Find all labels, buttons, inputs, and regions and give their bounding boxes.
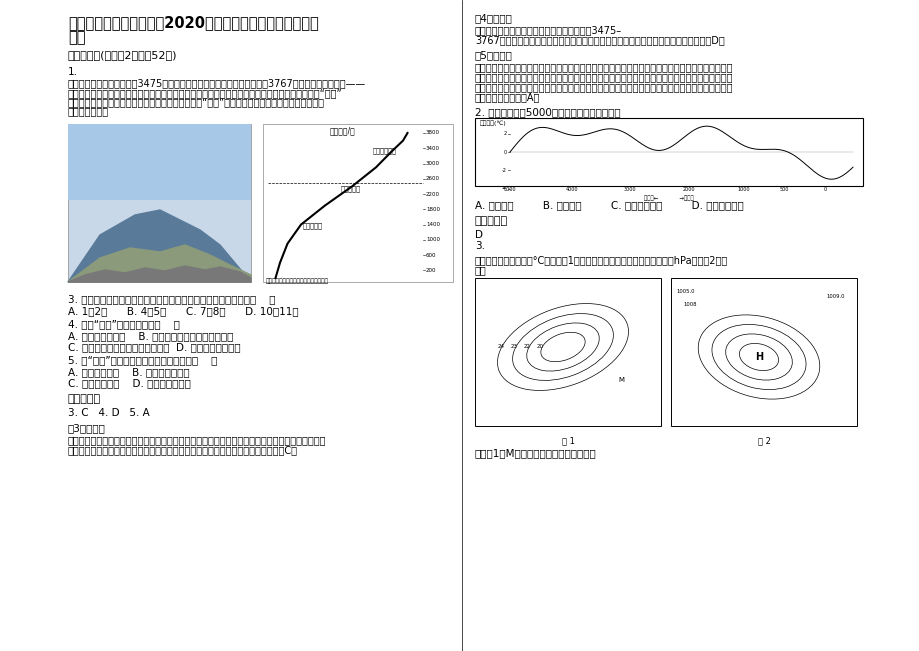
- Text: 3400: 3400: [425, 146, 439, 151]
- Text: 200: 200: [425, 268, 436, 273]
- Text: A. 气温的日变化    B. 气温的季节变化: A. 气温的日变化 B. 气温的季节变化: [68, 367, 189, 377]
- Text: 均一，热涨冷缩，造成岩石破裂。在这种情况下就会产生大量大小不等的棱角状岩块及岩屑，在地形: 均一，热涨冷缩，造成岩石破裂。在这种情况下就会产生大量大小不等的棱角状岩块及岩屑…: [474, 72, 732, 82]
- Text: -2: -2: [502, 168, 506, 173]
- Text: 气温变化(℃): 气温变化(℃): [480, 120, 506, 126]
- Text: 1400: 1400: [425, 222, 439, 227]
- Text: 平缓的条件下，大多岩屑在原地残留下来，形成碎石覆盖地面，这就是石海。所以石海的形成与气温: 平缓的条件下，大多岩屑在原地残留下来，形成碎石覆盖地面，这就是石海。所以石海的形…: [474, 82, 732, 92]
- Text: 图 1: 图 1: [561, 436, 573, 445]
- FancyBboxPatch shape: [263, 124, 452, 282]
- FancyBboxPatch shape: [474, 118, 862, 186]
- FancyBboxPatch shape: [474, 278, 660, 426]
- Text: 4. 推测“石海”出现的位置在（    ）: 4. 推测“石海”出现的位置在（ ）: [68, 319, 180, 329]
- Text: 5. 与“石海”形成过程关系最密切的因素是（    ）: 5. 与“石海”形成过程关系最密切的因素是（ ）: [68, 355, 217, 365]
- Text: 2200: 2200: [425, 191, 439, 197]
- Text: 一段的路段最难，基本上是在碎石上攀爬。下图示意“石海”景观与秦岭太白山北坡植被分布，据此: 一段的路段最难，基本上是在碎石上攀爬。下图示意“石海”景观与秦岭太白山北坡植被分…: [68, 97, 324, 107]
- Text: 3767米之间，对照太白山北坡植被垂直分布图，石海应当位于高山灌丛草甸之上，故选D。: 3767米之间，对照太白山北坡植被垂直分布图，石海应当位于高山灌丛草甸之上，故选…: [474, 35, 724, 45]
- Text: 回答: 回答: [474, 265, 486, 275]
- FancyBboxPatch shape: [670, 278, 857, 426]
- Polygon shape: [68, 245, 251, 282]
- Text: 22: 22: [523, 344, 530, 350]
- Text: A. 1、2月      B. 4、5月      C. 7、8月      D. 10、11月: A. 1、2月 B. 4、5月 C. 7、8月 D. 10、11月: [68, 306, 299, 316]
- Text: 3. 从安全角度考虑，一年中最适合在鳌太线上徒步旅行的时期是（    ）: 3. 从安全角度考虑，一年中最适合在鳌太线上徒步旅行的时期是（ ）: [68, 294, 275, 304]
- Polygon shape: [68, 266, 251, 282]
- Text: C. 降水的日变化    D. 降水的季节变化: C. 降水的日变化 D. 降水的季节变化: [68, 378, 190, 388]
- Text: A. 落叶阔叶林之下    B. 落叶阔叶林与针阔混交林之间: A. 落叶阔叶林之下 B. 落叶阔叶林与针阔混交林之间: [68, 331, 233, 341]
- Text: 1005.0: 1005.0: [675, 289, 694, 294]
- Text: 石海出现于穿越鳌太线过程中，其海拔高度在3475–: 石海出现于穿越鳌太线过程中，其海拔高度在3475–: [474, 25, 621, 35]
- Text: 参考答案：: 参考答案：: [474, 216, 507, 226]
- Text: 完成下列各题。: 完成下列各题。: [68, 106, 109, 116]
- Text: C. 针阔混交林与高山灌丛草甸之间  D. 高山灌丛草甸之上: C. 针阔混交林与高山灌丛草甸之间 D. 高山灌丛草甸之上: [68, 342, 241, 352]
- Text: 1009.0: 1009.0: [825, 294, 844, 299]
- Text: 解析: 解析: [68, 30, 85, 45]
- Text: 0: 0: [504, 150, 506, 154]
- Text: 1000: 1000: [425, 238, 439, 242]
- Text: 的日变化有关，故选A。: 的日变化有关，故选A。: [474, 92, 539, 102]
- Text: H: H: [754, 352, 762, 362]
- Text: 读某大陆某月等温线（°C）图（图1）和该月某日海平面等压线图（单位：hPa）（图2），: 读某大陆某月等温线（°C）图（图1）和该月某日海平面等压线图（单位：hPa）（图…: [474, 255, 728, 265]
- Text: 3000: 3000: [623, 187, 636, 192]
- Text: -4: -4: [502, 186, 506, 191]
- Text: 从泰岭第二高峰鳌山（海拔3475米）沿山脊徒步至第一高峰太白山（海拔3767米）的户外徒步线路——: 从泰岭第二高峰鳌山（海拔3475米）沿山脊徒步至第一高峰太白山（海拔3767米）…: [68, 78, 366, 88]
- Text: 利于徒步旅行，其他季节积雪厚度大，且山顶气温低，气候寒冷，容易冻伤等，故选C。: 利于徒步旅行，其他季节积雪厚度大，且山顶气温低，气候寒冷，容易冻伤等，故选C。: [68, 445, 298, 455]
- Text: 4000: 4000: [565, 187, 577, 192]
- Text: 1800: 1800: [425, 207, 439, 212]
- Text: 3000: 3000: [425, 161, 439, 166]
- FancyBboxPatch shape: [68, 124, 251, 200]
- Text: 鳌太线，以山水形胜而出名。但其积雪多、难度大、危险性高对户外爱好者提出挑战，尤其以称为“石海”: 鳌太线，以山水形胜而出名。但其积雪多、难度大、危险性高对户外爱好者提出挑战，尤其…: [68, 88, 342, 98]
- Text: 1.: 1.: [68, 67, 78, 77]
- Text: 600: 600: [425, 253, 436, 258]
- Text: 石海存在裂隙，在水分冻结膨胀情况下，岩石破裂成很多小块，或者因温度变化，组成岩石的矿物不: 石海存在裂隙，在水分冻结膨胀情况下，岩石破裂成很多小块，或者因温度变化，组成岩石…: [474, 62, 732, 72]
- Text: 公元前←            →公元后: 公元前← →公元后: [643, 195, 693, 201]
- Text: 3800: 3800: [425, 130, 439, 135]
- Text: 0: 0: [823, 187, 826, 192]
- Text: 秦岭太白山北坡垂直地带植被垂直分布图: 秦岭太白山北坡垂直地带植被垂直分布图: [266, 278, 329, 284]
- Text: 2600: 2600: [425, 176, 439, 181]
- FancyBboxPatch shape: [68, 124, 251, 282]
- Text: M: M: [618, 377, 623, 383]
- Text: 高山灌丛草甸: 高山灌丛草甸: [372, 147, 397, 154]
- Text: 一、选择题(每小题2分，共52分): 一、选择题(每小题2分，共52分): [68, 50, 177, 60]
- Text: 1000: 1000: [736, 187, 749, 192]
- Text: D: D: [474, 230, 482, 240]
- Text: 3.: 3.: [474, 241, 484, 251]
- Text: 由材料可知，鳌太线旅游的最大威胁是来自于积雪，从安全性角度考虑，夏季气温高，积雪较薄，有: 由材料可知，鳌太线旅游的最大威胁是来自于积雪，从安全性角度考虑，夏季气温高，积雪…: [68, 435, 326, 445]
- Text: 海拔高度/米: 海拔高度/米: [330, 126, 356, 135]
- Text: 【3题详解】: 【3题详解】: [68, 423, 106, 433]
- Text: A. 持续下降         B. 持续上升         C. 先下降后上升         D. 冷暖相互交替: A. 持续下降 B. 持续上升 C. 先下降后上升 D. 冷暖相互交替: [474, 200, 743, 210]
- Text: 图 2: 图 2: [756, 436, 769, 445]
- Text: 5000: 5000: [504, 187, 516, 192]
- Text: 23: 23: [510, 344, 517, 350]
- Text: 针阔混交林: 针阔混交林: [341, 185, 360, 191]
- Text: 3. C   4. D   5. A: 3. C 4. D 5. A: [68, 408, 150, 418]
- Text: 参考答案：: 参考答案：: [68, 394, 101, 404]
- Text: 2: 2: [504, 131, 506, 136]
- Text: 2. 下图反映我国5000年气温变化的突出特点是: 2. 下图反映我国5000年气温变化的突出特点是: [474, 107, 620, 117]
- Text: 20: 20: [536, 344, 542, 350]
- Text: 2000: 2000: [681, 187, 694, 192]
- Text: 落叶阔叶林: 落叶阔叶林: [302, 222, 323, 229]
- Text: 24: 24: [497, 344, 504, 350]
- Polygon shape: [68, 210, 251, 282]
- Text: 1008: 1008: [682, 302, 696, 307]
- Text: 湖北省黄石市大冶镇中学2020年高三地理上学期期末试题含: 湖北省黄石市大冶镇中学2020年高三地理上学期期末试题含: [68, 15, 318, 30]
- Text: 【4题详解】: 【4题详解】: [474, 13, 512, 23]
- Text: 【5题详解】: 【5题详解】: [474, 50, 512, 60]
- Text: 500: 500: [779, 187, 789, 192]
- Text: 影响图1中M海域等温线弯曲的主要因素是: 影响图1中M海域等温线弯曲的主要因素是: [474, 448, 596, 458]
